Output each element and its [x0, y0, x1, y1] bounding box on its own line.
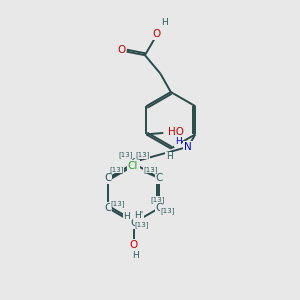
Text: O: O [117, 45, 125, 55]
Text: [13]: [13] [151, 196, 165, 203]
Text: C: C [156, 203, 163, 213]
Text: C: C [130, 158, 137, 168]
Text: C: C [104, 203, 112, 213]
Text: [13]: [13] [118, 152, 133, 158]
Text: [13]: [13] [160, 208, 175, 214]
Text: H: H [166, 152, 173, 161]
Text: H: H [124, 212, 130, 221]
Text: [13]: [13] [110, 200, 125, 207]
Text: H: H [161, 18, 168, 27]
Text: [13]: [13] [143, 167, 158, 173]
Text: N: N [184, 142, 192, 152]
Text: Cl: Cl [129, 161, 140, 171]
Text: H: H [132, 251, 139, 260]
Text: H': H' [134, 211, 143, 220]
Text: H: H [175, 137, 182, 146]
Text: C: C [104, 173, 112, 183]
Text: Cl: Cl [128, 161, 138, 171]
Text: O: O [130, 239, 138, 250]
Text: C: C [156, 173, 163, 183]
Text: HO: HO [168, 127, 184, 137]
Text: C: C [130, 218, 137, 228]
Text: [13]: [13] [109, 167, 124, 173]
Text: O: O [153, 29, 161, 39]
Text: [13]: [13] [135, 152, 150, 158]
Text: [13]: [13] [135, 221, 149, 228]
